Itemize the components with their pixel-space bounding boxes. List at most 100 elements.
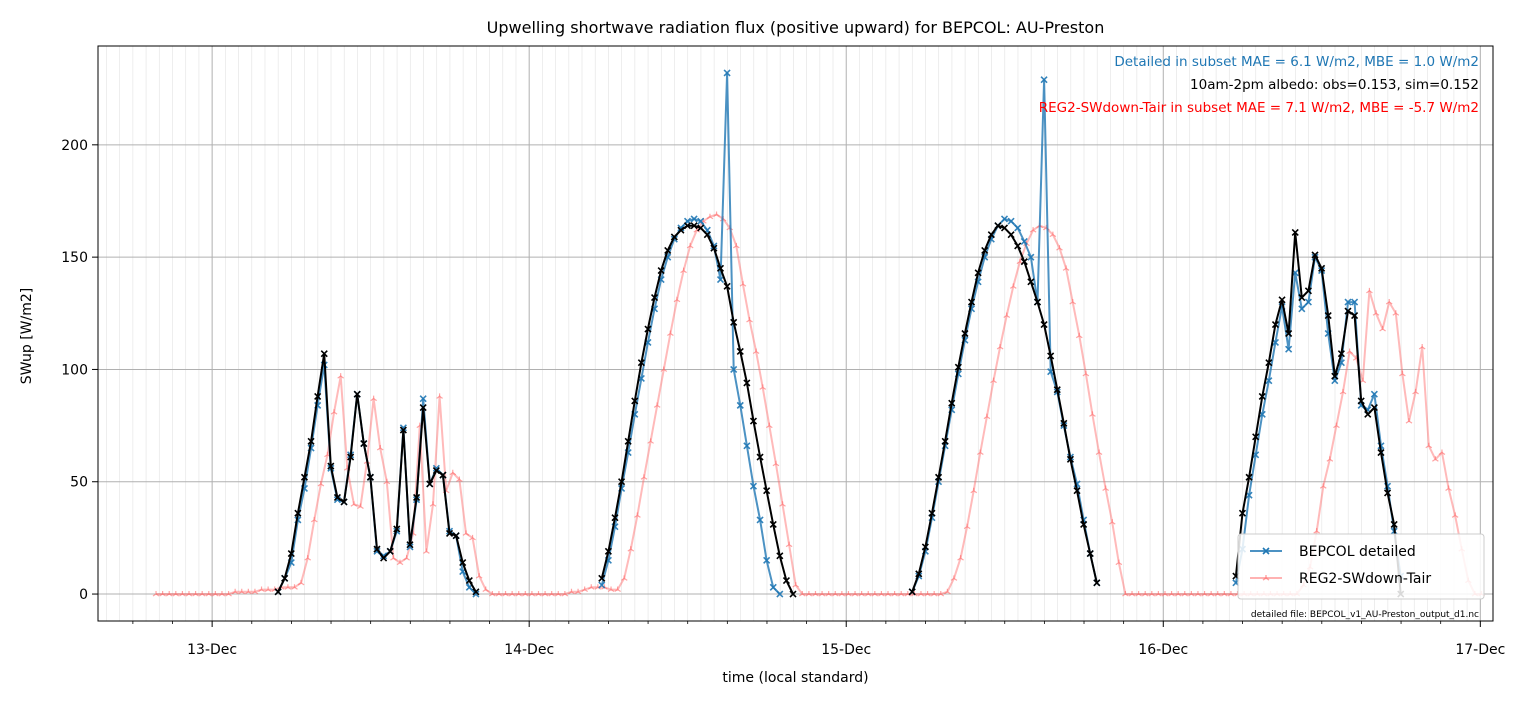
data-point-obs: [1066, 455, 1075, 463]
data-point-obs: [366, 473, 374, 481]
data-point-obs: [413, 493, 421, 502]
data-point-reg2: [1155, 591, 1162, 597]
data-point-reg2: [1201, 591, 1208, 597]
data-point-reg2: [205, 591, 213, 597]
legend: BEPCOL detailed REG2-SWdown-Tair: [1237, 533, 1485, 600]
data-point-obs: [307, 437, 315, 445]
data-point-reg2: [680, 267, 687, 274]
data-point-reg2: [1029, 227, 1037, 233]
x-tick-label: 14-Dec: [504, 642, 554, 658]
data-point-obs: [1271, 320, 1280, 329]
data-point-obs: [683, 222, 692, 230]
data-point-obs: [611, 514, 619, 522]
data-point-obs: [1020, 258, 1028, 266]
data-point-reg2: [152, 591, 160, 597]
data-point-detailed: [769, 583, 777, 591]
data-point-reg2: [805, 591, 813, 597]
data-point-obs: [1047, 352, 1055, 360]
data-point-reg2: [489, 591, 496, 597]
data-point-reg2: [1181, 591, 1189, 597]
data-point-detailed: [1285, 345, 1293, 353]
data-point-obs: [333, 493, 341, 502]
data-point-reg2: [752, 348, 760, 354]
data-point-reg2: [495, 591, 503, 597]
data-point-obs: [1238, 509, 1247, 517]
data-point-reg2: [950, 575, 958, 581]
data-point-obs: [274, 588, 282, 596]
data-point-reg2: [759, 384, 767, 390]
data-point-detailed: [1265, 377, 1273, 385]
data-point-detailed: [1351, 298, 1359, 306]
data-point-reg2: [739, 281, 747, 287]
data-point-obs: [406, 541, 414, 549]
data-point-obs: [915, 570, 923, 578]
data-point-reg2: [1003, 312, 1011, 319]
data-point-obs: [320, 350, 328, 358]
data-point-reg2: [475, 573, 483, 579]
data-point-reg2: [1188, 591, 1195, 597]
data-point-obs: [445, 529, 454, 537]
data-point-obs: [677, 226, 685, 234]
data-point-reg2: [937, 591, 945, 597]
data-point-reg2: [396, 559, 404, 566]
data-point-obs: [426, 480, 434, 488]
legend-detailed-label: BEPCOL detailed: [1299, 544, 1416, 560]
data-point-obs: [763, 487, 771, 495]
data-point-obs: [1093, 579, 1101, 587]
data-point-reg2: [1194, 591, 1202, 597]
data-point-reg2: [548, 591, 556, 597]
data-point-obs: [1331, 372, 1339, 380]
data-point-reg2: [891, 591, 898, 597]
data-point-reg2: [660, 366, 668, 372]
data-point-obs: [1291, 228, 1299, 236]
data-point-reg2: [192, 591, 199, 597]
data-point-reg2: [779, 501, 786, 507]
data-point-obs: [1080, 520, 1088, 528]
data-point-reg2: [1379, 326, 1386, 332]
data-point-reg2: [304, 555, 312, 561]
data-point-reg2: [212, 591, 219, 597]
y-tick-label: 50: [70, 475, 88, 491]
data-point-obs: [465, 577, 473, 585]
data-point-reg2: [1221, 591, 1228, 597]
data-point-obs: [294, 509, 302, 517]
data-point-obs: [1086, 550, 1094, 558]
data-point-reg2: [561, 591, 569, 597]
data-point-reg2: [746, 317, 753, 323]
data-point-obs: [657, 267, 665, 275]
data-point-detailed: [432, 464, 440, 472]
data-point-reg2: [983, 413, 991, 420]
y-tick-label: 100: [61, 362, 88, 378]
data-point-obs: [1007, 231, 1015, 239]
data-point-obs: [670, 233, 678, 241]
y-axis-label: SWup [W/m2]: [19, 288, 35, 384]
data-point-obs: [769, 520, 777, 528]
data-point-detailed: [723, 69, 731, 77]
data-point-detailed: [1000, 215, 1009, 223]
data-point-reg2: [627, 546, 635, 552]
data-point-reg2: [634, 512, 641, 518]
data-point-reg2: [1069, 299, 1076, 305]
data-point-obs: [987, 231, 995, 239]
data-point-detailed: [756, 516, 764, 524]
data-point-reg2: [172, 591, 180, 597]
data-point-reg2: [284, 584, 292, 590]
data-point-obs: [1040, 320, 1048, 329]
data-point-reg2: [640, 474, 648, 480]
data-point-obs: [1000, 224, 1009, 232]
data-point-reg2: [535, 591, 542, 597]
x-tick-label: 17-Dec: [1455, 642, 1505, 658]
data-point-reg2: [1049, 231, 1057, 238]
data-point-reg2: [838, 591, 846, 597]
data-point-reg2: [587, 584, 595, 590]
data-point-reg2: [917, 591, 925, 597]
major-grid: [98, 46, 1493, 621]
data-point-obs: [961, 329, 969, 338]
data-point-detailed: [472, 590, 480, 598]
data-point-reg2: [798, 591, 806, 597]
data-point-reg2: [403, 555, 410, 561]
data-point-obs: [287, 550, 295, 558]
data-point-reg2: [944, 588, 951, 595]
data-point-obs: [1285, 329, 1293, 338]
